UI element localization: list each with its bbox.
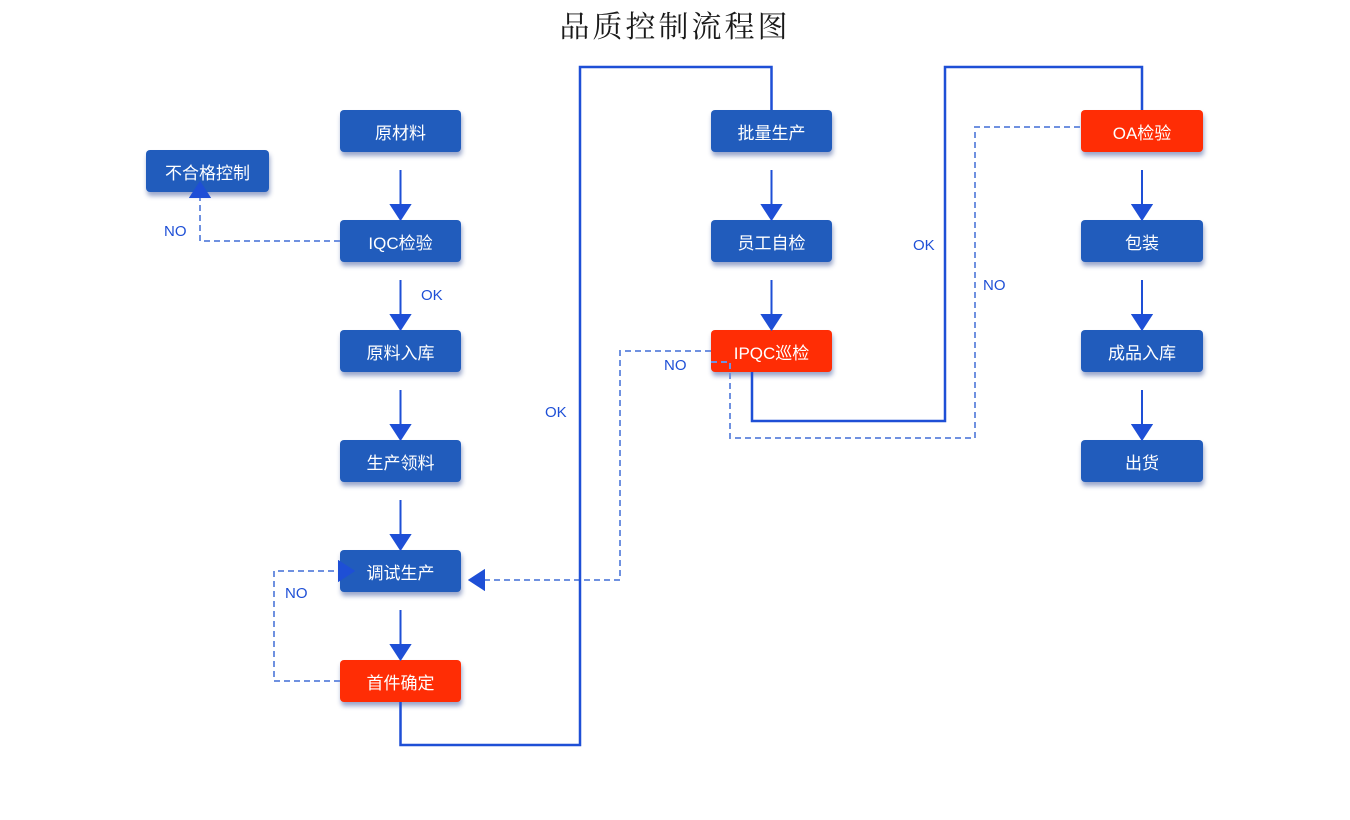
svg-text:NO: NO bbox=[983, 277, 1006, 294]
svg-text:OK: OK bbox=[545, 404, 567, 421]
svg-text:OK: OK bbox=[421, 287, 443, 304]
svg-text:NO: NO bbox=[664, 357, 687, 374]
svg-text:NO: NO bbox=[164, 223, 187, 240]
svg-text:OK: OK bbox=[913, 237, 935, 254]
svg-text:NO: NO bbox=[285, 585, 308, 602]
